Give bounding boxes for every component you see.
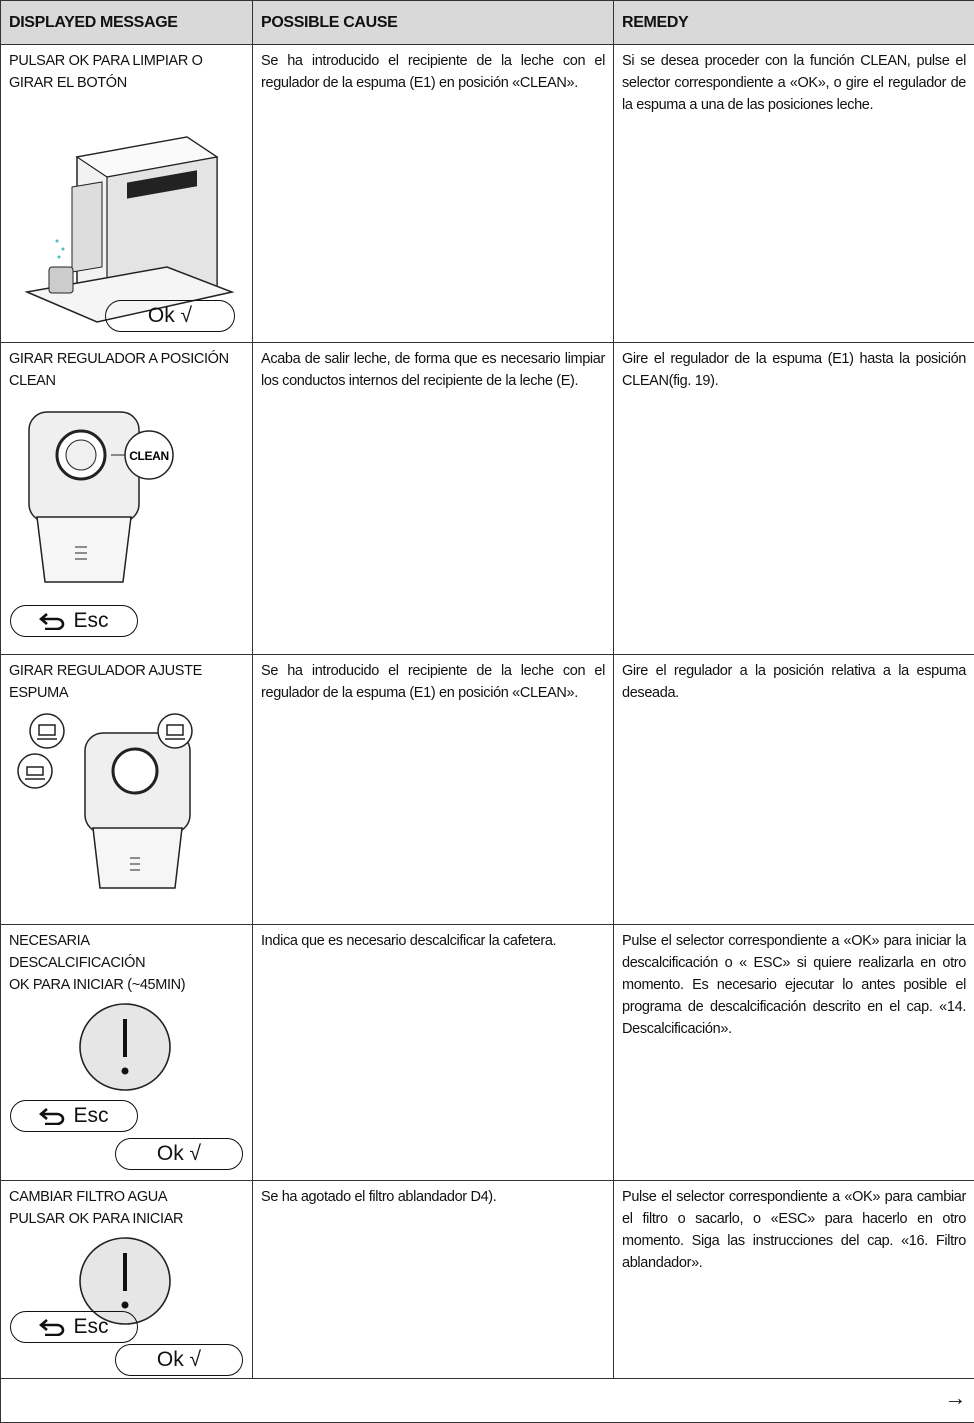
message: NECESARIA (9, 933, 90, 949)
ok-button: Ok √ (105, 300, 235, 332)
esc-button: Esc (10, 1100, 138, 1132)
message: PULSAR OK PARA INICIAR (9, 1211, 184, 1227)
message-cell: GIRAR REGULADOR AJUSTE ESPUMA (0, 654, 253, 925)
header-row: DISPLAYED MESSAGE POSSIBLE CAUSE REMEDY (0, 0, 974, 45)
button-label: Ok √ (147, 304, 193, 327)
message: GIRAR REGULADOR AJUSTE ESPUMA (9, 663, 202, 701)
message-cell: PULSAR OK PARA LIMPIAR O GIRAR EL BOTÓN … (0, 44, 253, 343)
froth-illustration (17, 713, 193, 889)
message: GIRAR REGULADOR A POSICIÓN CLEAN (9, 351, 229, 389)
alert-icon (79, 1003, 171, 1091)
header: POSSIBLE CAUSE (252, 0, 614, 45)
cause: Se ha agotado el filtro ablandador D4). (252, 1180, 614, 1379)
back-icon (39, 613, 65, 630)
message: CAMBIAR FILTRO AGUA (9, 1189, 168, 1205)
row: GIRAR REGULADOR A POSICIÓN CLEAN CLEAN E… (0, 342, 974, 655)
message-cell: CAMBIAR FILTRO AGUA PULSAR OK PARA INICI… (0, 1180, 253, 1379)
back-icon (39, 1319, 65, 1336)
remedy: Pulse el selector correspondiente a «OK»… (613, 924, 974, 1181)
cause: Se ha introducido el recipiente de la le… (252, 654, 614, 925)
button-label: Ok √ (156, 1142, 202, 1165)
button-label: Esc (73, 609, 109, 632)
cause: Se ha introducido el recipiente de la le… (252, 44, 614, 343)
remedy: Gire el regulador a la posición relativa… (613, 654, 974, 925)
button-label: Esc (73, 1104, 109, 1127)
row: CAMBIAR FILTRO AGUA PULSAR OK PARA INICI… (0, 1180, 974, 1379)
message: DESCALCIFICACIÓN (9, 955, 146, 971)
remedy: Pulse el selector correspondiente a «OK»… (613, 1180, 974, 1379)
ok-button: Ok √ (115, 1344, 243, 1376)
esc-button: Esc (10, 1311, 138, 1343)
button-label: Esc (73, 1315, 109, 1338)
header: REMEDY (613, 0, 974, 45)
cause: Acaba de salir leche, de forma que es ne… (252, 342, 614, 655)
back-icon (39, 1108, 65, 1125)
message: OK PARA INICIAR (~45MIN) (9, 977, 186, 993)
remedy: Gire el regulador de la espuma (E1) hast… (613, 342, 974, 655)
milk-container-illustration: CLEAN (28, 411, 174, 583)
continue-arrow: → (0, 1378, 974, 1423)
row: NECESARIA DESCALCIFICACIÓN OK PARA INICI… (0, 924, 974, 1181)
message-cell: NECESARIA DESCALCIFICACIÓN OK PARA INICI… (0, 924, 253, 1181)
message: PULSAR OK PARA LIMPIAR O GIRAR EL BOTÓN (9, 53, 203, 91)
esc-button: Esc (10, 605, 138, 637)
cause: Indica que es necesario descalcificar la… (252, 924, 614, 1181)
footer-row: → (0, 1378, 974, 1423)
remedy: Si se desea proceder con la función CLEA… (613, 44, 974, 343)
row: GIRAR REGULADOR AJUSTE ESPUMA Se ha intr… (0, 654, 974, 925)
row: PULSAR OK PARA LIMPIAR O GIRAR EL BOTÓN … (0, 44, 974, 343)
message-cell: GIRAR REGULADOR A POSICIÓN CLEAN CLEAN E… (0, 342, 253, 655)
machine-illustration (24, 136, 235, 323)
ok-button: Ok √ (115, 1138, 243, 1170)
header: DISPLAYED MESSAGE (0, 0, 253, 45)
button-label: Ok √ (156, 1348, 202, 1371)
clean-badge: CLEAN (129, 449, 169, 463)
